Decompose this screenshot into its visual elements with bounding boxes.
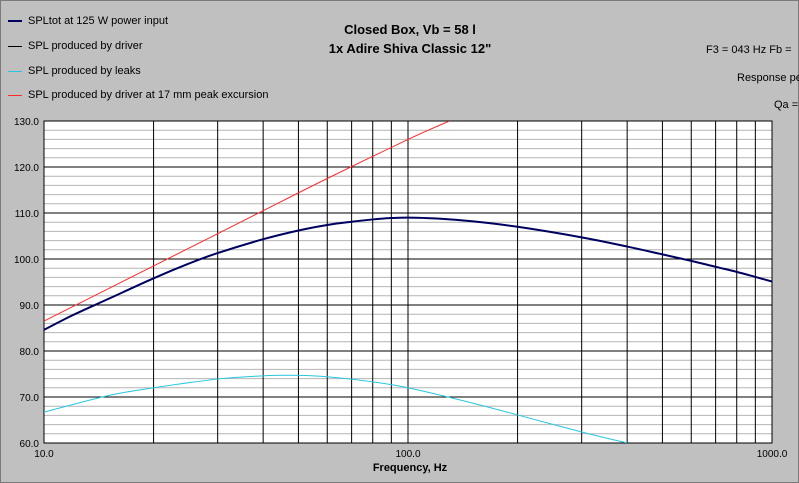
legend-item-excursion: SPL produced by driver at 17 mm peak exc…: [8, 88, 269, 102]
y-tick-label: 70.0: [20, 393, 40, 404]
legend-item-driver: SPL produced by driver: [8, 39, 143, 53]
legend-swatch-excursion: [8, 94, 22, 96]
series-line-excursion: [44, 121, 450, 322]
plot-frame: [43, 120, 773, 444]
info-f3: F3 = 043 Hz Fb =: [706, 44, 792, 56]
y-tick-label: 60.0: [20, 439, 40, 450]
legend-label-spltot: SPLtot at 125 W power input: [28, 15, 169, 27]
info-qa: Qa =: [774, 99, 799, 111]
series-line-leaks: [44, 374, 628, 443]
y-tick-label: 110.0: [15, 209, 40, 220]
chart-title-block: Closed Box, Vb = 58 l 1x Adire Shiva Cla…: [230, 20, 590, 58]
x-tick-label: 1000.0: [757, 449, 788, 460]
y-tick-label: 90.0: [20, 301, 40, 312]
y-tick-label: 80.0: [20, 347, 40, 358]
x-tick-label: 10.0: [34, 449, 54, 460]
info-response: Response pe: [737, 72, 799, 84]
chart-title: Closed Box, Vb = 58 l: [344, 22, 476, 37]
y-tick-label: 100.0: [14, 255, 39, 266]
legend-item-spltot: SPLtot at 125 W power input: [8, 14, 168, 28]
x-axis-label: Frequency, Hz: [372, 462, 448, 474]
legend-swatch-driver: [8, 45, 22, 47]
legend-label-driver: SPL produced by driver: [28, 40, 143, 52]
y-tick-label: 130.0: [14, 117, 39, 128]
legend-swatch-leaks: [8, 70, 22, 72]
series-line-spltot: [44, 216, 772, 331]
legend-label-leaks: SPL produced by leaks: [28, 65, 141, 77]
legend-label-excursion: SPL produced by driver at 17 mm peak exc…: [28, 89, 269, 101]
y-tick-label: 120.0: [14, 163, 39, 174]
legend-item-leaks: SPL produced by leaks: [8, 64, 141, 78]
legend-swatch-spltot: [8, 20, 22, 22]
x-tick-label: 100.0: [395, 449, 420, 460]
chart-subtitle: 1x Adire Shiva Classic 12": [328, 41, 492, 56]
